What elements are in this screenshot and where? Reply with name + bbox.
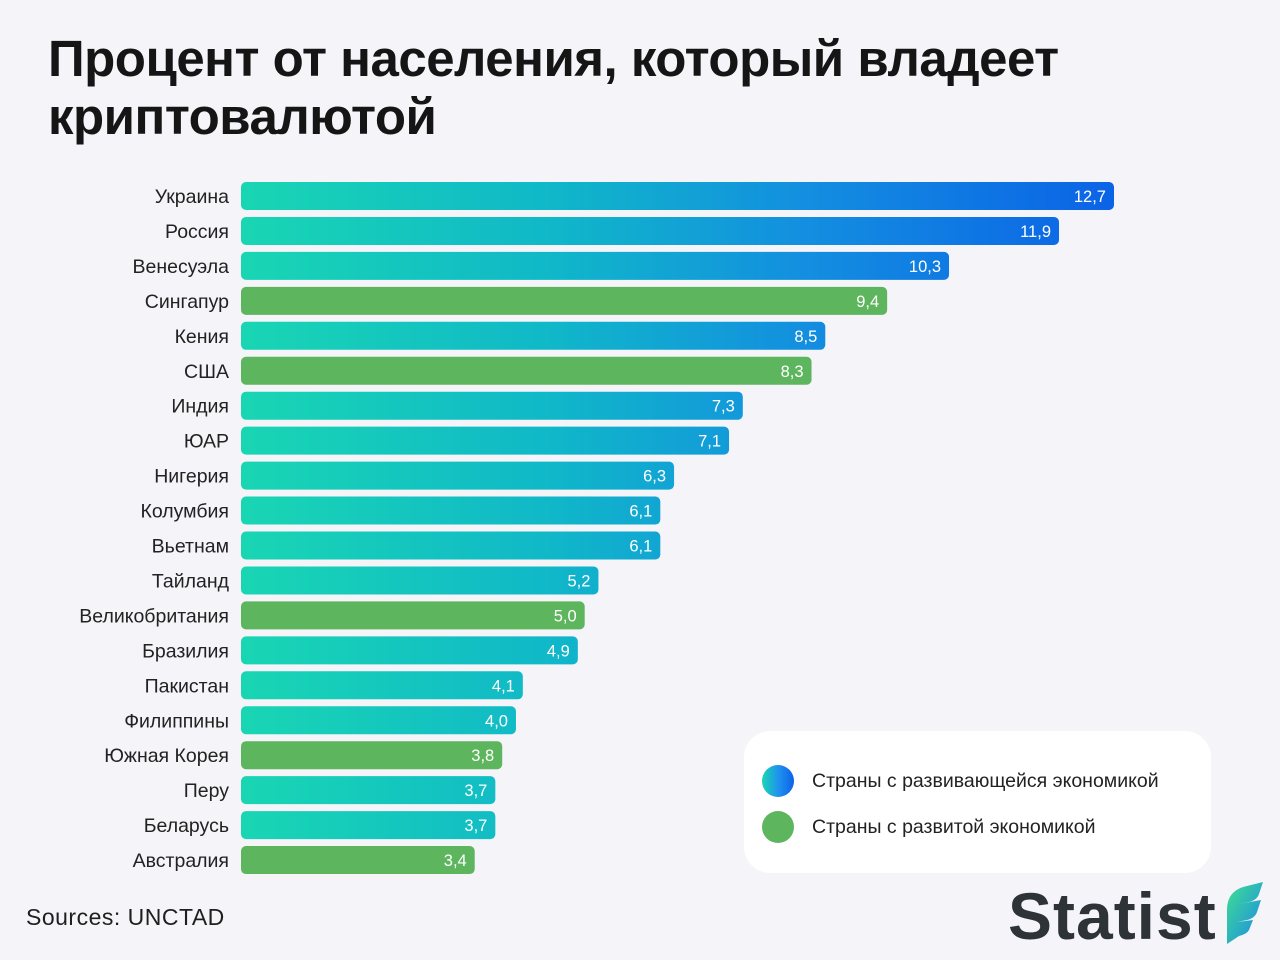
bar-row: Бразилия 4,9 bbox=[142, 636, 578, 665]
category-label: Вьетнам bbox=[152, 536, 229, 558]
value-label: 7,1 bbox=[698, 433, 721, 451]
bar-row: США 8,3 bbox=[184, 356, 812, 385]
bar-developed bbox=[241, 846, 475, 875]
bar-row: Филиппины 4,0 bbox=[124, 706, 516, 735]
value-label: 3,4 bbox=[444, 852, 467, 870]
bar-row: Индия 7,3 bbox=[171, 391, 743, 420]
value-label: 4,0 bbox=[485, 712, 508, 730]
bar-developing bbox=[241, 321, 826, 350]
bar-developing bbox=[241, 706, 516, 735]
bar-developing bbox=[241, 671, 523, 700]
bar-developing bbox=[241, 531, 661, 560]
bar-developing bbox=[241, 391, 743, 420]
value-label: 6,3 bbox=[643, 468, 666, 486]
category-label: Пакистан bbox=[145, 675, 229, 697]
bar-row: Кения 8,5 bbox=[175, 321, 826, 350]
source-note: Sources: UNCTAD bbox=[26, 904, 225, 930]
bar-row: Перу 3,7 bbox=[184, 776, 496, 805]
legend-label-developing: Страны с развивающейся экономикой bbox=[812, 769, 1159, 792]
value-label: 12,7 bbox=[1074, 188, 1106, 206]
category-label: США bbox=[184, 361, 229, 383]
bar-row: Пакистан 4,1 bbox=[145, 671, 523, 700]
bar-row: Южная Корея 3,8 bbox=[104, 741, 503, 770]
value-label: 5,2 bbox=[568, 572, 591, 590]
legend-item-developing: Страны с развивающейся экономикой bbox=[762, 765, 1159, 797]
legend: Страны с развивающейся экономикой Страны… bbox=[744, 731, 1211, 873]
value-label: 4,9 bbox=[547, 642, 570, 660]
bar-developing bbox=[241, 636, 578, 665]
bar-developing bbox=[241, 566, 599, 595]
chart-title: Процент от населения, который владеет кр… bbox=[48, 30, 1059, 145]
bar-developing bbox=[241, 216, 1060, 245]
bar-row: Беларусь 3,7 bbox=[144, 811, 496, 840]
value-label: 7,3 bbox=[712, 398, 735, 416]
value-label: 3,7 bbox=[464, 782, 487, 800]
bar-chart: Украина 12,7 Россия 11,9 Венесуэла 10,3 Сингап… bbox=[79, 182, 1114, 875]
category-label: Россия bbox=[165, 221, 229, 243]
category-label: Колумбия bbox=[141, 501, 230, 523]
bar-row: Сингапур 9,4 bbox=[145, 286, 888, 315]
bar-row: Колумбия 6,1 bbox=[141, 496, 661, 525]
value-label: 6,1 bbox=[629, 538, 652, 556]
category-label: Индия bbox=[171, 396, 229, 418]
bar-developing bbox=[241, 811, 496, 840]
bar-row: Россия 11,9 bbox=[165, 216, 1060, 245]
value-label: 5,0 bbox=[554, 607, 577, 625]
value-label: 3,7 bbox=[464, 817, 487, 835]
bar-row: ЮАР 7,1 bbox=[184, 426, 730, 455]
legend-label-developed: Страны с развитой экономикой bbox=[812, 815, 1096, 838]
bar-developed bbox=[241, 741, 503, 770]
value-label: 3,8 bbox=[471, 747, 494, 765]
value-label: 9,4 bbox=[856, 293, 879, 311]
bar-developing bbox=[241, 251, 950, 280]
category-label: Австралия bbox=[133, 850, 229, 872]
bar-developed bbox=[241, 356, 812, 385]
value-label: 4,1 bbox=[492, 677, 515, 695]
value-label: 10,3 bbox=[909, 258, 941, 276]
bar-row: Вьетнам 6,1 bbox=[152, 531, 661, 560]
bar-row: Нигерия 6,3 bbox=[154, 461, 675, 490]
category-label: Беларусь bbox=[144, 815, 229, 837]
legend-swatch-developed bbox=[762, 811, 794, 843]
bar-developed bbox=[241, 601, 585, 630]
bar-row: Венесуэла 10,3 bbox=[133, 251, 950, 280]
category-label: Нигерия bbox=[154, 466, 229, 488]
category-label: Венесуэла bbox=[133, 256, 230, 278]
bar-developing bbox=[241, 461, 675, 490]
legend-item-developed: Страны с развитой экономикой bbox=[762, 811, 1096, 843]
bar-developing bbox=[241, 182, 1114, 210]
bar-row: Украина 12,7 bbox=[155, 182, 1114, 210]
bar-row: Австралия 3,4 bbox=[133, 846, 475, 875]
leaf-logo-icon bbox=[1223, 880, 1269, 951]
bar-developed bbox=[241, 286, 888, 315]
category-label: Тайланд bbox=[152, 570, 230, 592]
category-label: Великобритания bbox=[79, 605, 229, 627]
brand-logo: Statist bbox=[1008, 880, 1269, 952]
bar-developing bbox=[241, 776, 496, 805]
category-label: Бразилия bbox=[142, 640, 229, 662]
category-label: Филиппины bbox=[124, 710, 229, 732]
legend-swatch-developing bbox=[762, 765, 794, 797]
value-label: 8,3 bbox=[781, 363, 804, 381]
category-label: Перу bbox=[184, 780, 229, 802]
category-label: Сингапур bbox=[145, 291, 229, 313]
category-label: Кения bbox=[175, 326, 229, 348]
category-label: ЮАР bbox=[184, 431, 229, 453]
bar-row: Великобритания 5,0 bbox=[79, 601, 585, 630]
bar-developing bbox=[241, 496, 661, 525]
value-label: 6,1 bbox=[629, 503, 652, 521]
brand-name: Statist bbox=[1008, 879, 1217, 953]
bar-row: Тайланд 5,2 bbox=[152, 566, 599, 595]
value-label: 11,9 bbox=[1020, 223, 1051, 241]
bar-developing bbox=[241, 426, 730, 455]
value-label: 8,5 bbox=[794, 328, 817, 346]
category-label: Южная Корея bbox=[104, 745, 229, 767]
category-label: Украина bbox=[155, 186, 229, 208]
